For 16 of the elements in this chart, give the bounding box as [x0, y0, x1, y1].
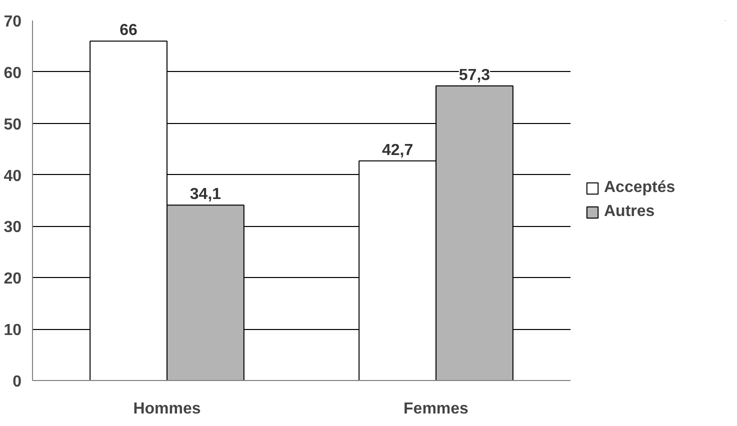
x-tick-label: Femmes [404, 400, 469, 418]
y-tick-label: 50 [4, 116, 22, 134]
legend-label: Acceptés [604, 179, 676, 197]
y-tick-label: 10 [4, 322, 22, 340]
data-label: 42,7 [382, 142, 414, 159]
legend-label: Autres [604, 203, 655, 221]
data-label: 66 [120, 22, 138, 40]
y-tick-label: 70 [4, 14, 22, 30]
data-label: 34,1 [190, 186, 222, 204]
data-label: 57,3 [458, 66, 490, 84]
y-tick-label: 20 [4, 270, 22, 288]
y-tick-label: 0 [12, 374, 22, 390]
x-tick-label: Hommes [133, 400, 201, 418]
y-tick-label: 60 [4, 64, 22, 82]
y-tick-label: 40 [4, 168, 22, 185]
y-tick-label: 30 [4, 219, 22, 236]
